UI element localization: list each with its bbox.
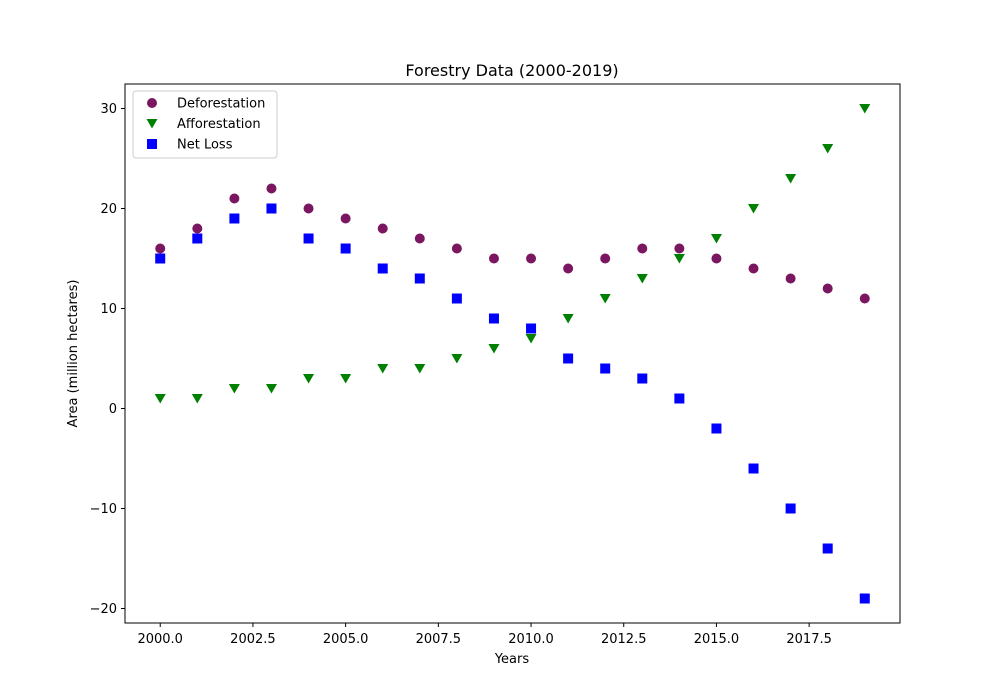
net-loss-point xyxy=(451,293,462,304)
legend-label-deforestation: Deforestation xyxy=(177,97,265,112)
x-tick-label: 2010.0 xyxy=(508,632,554,647)
y-tick-label: 20 xyxy=(100,202,117,217)
legend-label-net-loss: Net Loss xyxy=(177,138,233,153)
deforestation-point xyxy=(377,223,388,234)
net-loss-point xyxy=(488,313,499,324)
x-tick-label: 2000.0 xyxy=(137,632,183,647)
net-loss-point xyxy=(340,243,351,254)
net-loss-point xyxy=(192,233,203,244)
y-tick-label: 0 xyxy=(109,402,117,417)
deforestation-point xyxy=(637,243,648,254)
afforestation-point xyxy=(191,394,203,404)
afforestation-point xyxy=(303,374,315,384)
afforestation-point xyxy=(710,234,722,244)
afforestation-point xyxy=(488,344,500,354)
deforestation-point xyxy=(785,273,796,284)
net-loss-point xyxy=(414,273,425,284)
net-loss-point xyxy=(155,253,166,264)
afforestation-point xyxy=(525,334,537,344)
net-loss-point xyxy=(637,373,648,384)
deforestation-point xyxy=(748,263,759,274)
legend-marker-afforestation xyxy=(146,119,158,129)
afforestation-point xyxy=(599,294,611,304)
afforestation-point xyxy=(785,174,797,184)
afforestation-point xyxy=(340,374,352,384)
afforestation-point xyxy=(451,354,463,364)
afforestation-point xyxy=(265,384,277,394)
legend-frame xyxy=(132,90,278,159)
legend-marker-deforestation xyxy=(147,98,157,108)
deforestation-point xyxy=(229,193,240,204)
deforestation-point xyxy=(488,253,499,264)
afforestation-point xyxy=(377,364,389,374)
y-tick-label: −10 xyxy=(90,502,117,517)
deforestation-point xyxy=(859,293,870,304)
afforestation-point xyxy=(748,204,760,214)
deforestation-point xyxy=(340,213,351,224)
net-loss-point xyxy=(822,543,833,554)
x-tick-label: 2015.0 xyxy=(694,632,740,647)
net-loss-point xyxy=(563,353,574,364)
net-loss-point xyxy=(859,593,870,604)
x-tick-label: 2017.5 xyxy=(786,632,832,647)
afforestation-point xyxy=(154,394,166,404)
plot-area-frame xyxy=(124,83,901,624)
afforestation-point xyxy=(859,104,871,114)
x-axis-label: Years xyxy=(494,652,530,667)
legend: Deforestation Afforestation Net Loss xyxy=(132,90,278,159)
x-axis: 2000.0 2002.5 2005.0 2007.5 2010.0 2012.5 2015… xyxy=(137,623,832,647)
net-loss-point xyxy=(711,423,722,434)
afforestation-point xyxy=(673,254,685,264)
afforestation-point xyxy=(636,274,648,284)
net-loss-point xyxy=(303,233,314,244)
y-tick-label: −20 xyxy=(90,602,117,617)
net-loss-point xyxy=(526,323,537,334)
x-tick-label: 2012.5 xyxy=(601,632,647,647)
legend-marker-net-loss xyxy=(147,139,157,149)
deforestation-point xyxy=(414,233,425,244)
x-tick-label: 2005.0 xyxy=(323,632,369,647)
afforestation-point xyxy=(562,314,574,324)
deforestation-point xyxy=(192,223,203,234)
data-points xyxy=(154,104,871,604)
deforestation-point xyxy=(600,253,611,264)
net-loss-point xyxy=(377,263,388,274)
deforestation-point xyxy=(711,253,722,264)
legend-label-afforestation: Afforestation xyxy=(177,117,261,132)
net-loss-point xyxy=(229,213,240,224)
y-tick-label: 30 xyxy=(100,102,117,117)
deforestation-point xyxy=(822,283,833,294)
afforestation-point xyxy=(822,144,834,154)
net-loss-point xyxy=(748,463,759,474)
deforestation-point xyxy=(303,203,314,214)
x-tick-label: 2002.5 xyxy=(230,632,276,647)
afforestation-point xyxy=(414,364,426,374)
net-loss-point xyxy=(785,503,796,514)
net-loss-point xyxy=(600,363,611,374)
y-axis: −20 −10 0 10 20 30 xyxy=(90,102,125,617)
x-tick-label: 2007.5 xyxy=(416,632,462,647)
deforestation-point xyxy=(266,183,277,194)
deforestation-point xyxy=(451,243,462,254)
deforestation-point xyxy=(674,243,685,254)
deforestation-point xyxy=(563,263,574,274)
y-tick-label: 10 xyxy=(100,302,117,317)
y-axis-label: Area (million hectares) xyxy=(66,280,81,428)
deforestation-point xyxy=(155,243,166,254)
afforestation-point xyxy=(228,384,240,394)
deforestation-point xyxy=(526,253,537,264)
chart-title: Forestry Data (2000-2019) xyxy=(405,61,618,80)
net-loss-point xyxy=(266,203,277,214)
net-loss-point xyxy=(674,393,685,404)
